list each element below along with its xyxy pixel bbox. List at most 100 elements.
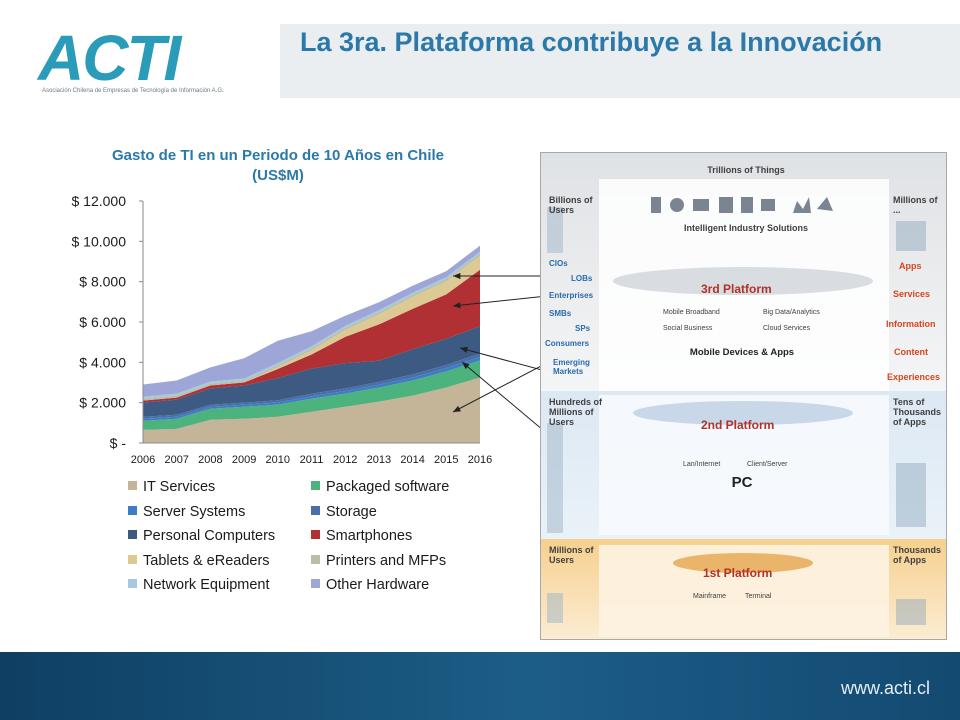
arrowhead: [460, 346, 468, 353]
second-platform-badge: 2nd Platform: [701, 418, 775, 432]
legend-label: Smartphones: [326, 528, 413, 544]
apps-icon: [896, 463, 926, 527]
users-icon: [547, 207, 563, 253]
legend-item: Tablets & eReaders: [128, 552, 270, 570]
x-tick-label: 2013: [367, 454, 391, 466]
legend-item: Personal Computers: [128, 527, 275, 545]
x-tick-label: 2011: [300, 454, 324, 466]
left-item-4: SPs: [575, 324, 591, 333]
first-item-1: Terminal: [745, 593, 772, 600]
x-tick-label: 2009: [232, 454, 256, 466]
arrowhead: [453, 405, 461, 412]
third-platform-badge: 3rd Platform: [701, 282, 772, 296]
footer-url[interactable]: www.acti.cl: [840, 678, 930, 698]
legend-label: IT Services: [143, 479, 216, 495]
third-item-1: Big Data/Analytics: [763, 309, 820, 316]
y-tick-label: $ -: [110, 435, 127, 451]
legend-swatch: [311, 579, 320, 588]
apps-icon: [896, 221, 926, 251]
legend-label: Network Equipment: [143, 577, 270, 593]
legend-swatch: [311, 505, 320, 515]
users-icon: [547, 593, 563, 623]
legend-item: Server Systems: [128, 503, 245, 521]
legend-swatch: [128, 554, 137, 564]
platform-background: [541, 153, 946, 639]
left-item-3: SMBs: [549, 309, 572, 318]
second-item-0: Lan/Internet: [683, 461, 721, 468]
left-item-0: CIOs: [549, 259, 568, 268]
industry-icons: [651, 197, 833, 213]
legend-label: Tablets & eReaders: [143, 552, 270, 569]
third-caption: Mobile Devices & Apps: [689, 347, 795, 358]
arrowhead: [453, 302, 461, 309]
legend-swatch: [311, 481, 320, 490]
second-caption: PC: [731, 474, 753, 491]
logo-wordmark: ACTI: [38, 22, 181, 94]
thousands-label: Thousands of Apps: [893, 545, 942, 565]
second-item-1: Client/Server: [747, 461, 788, 468]
legend-swatch: [128, 505, 137, 515]
right-item-2: Information: [886, 319, 936, 329]
x-tick-label: 2008: [198, 454, 222, 466]
apps-icon: [896, 599, 926, 625]
x-tick-label: 2015: [434, 454, 458, 466]
area-series-1: [143, 360, 480, 430]
left-item-2: Enterprises: [549, 291, 594, 300]
right-item-3: Content: [894, 347, 928, 357]
legend-label: Server Systems: [143, 503, 246, 520]
third-item-3: Cloud Services: [763, 325, 811, 332]
x-tick-label: 2006: [131, 454, 155, 466]
x-tick-label: 2010: [266, 454, 290, 466]
y-tick-label: $ 12.000: [72, 193, 127, 209]
first-item-0: Mainframe: [693, 593, 727, 600]
chart-title: Gasto de TI en un Periodo de 10 Años en …: [112, 147, 444, 184]
title-band: La 3ra. Plataforma contribuye a la Innov…: [280, 24, 960, 98]
legend-swatch: [128, 530, 137, 539]
logo-subtitle: Asociación Chilena de Empresas de Tecnol…: [42, 88, 224, 94]
billions-label: Billions of Users: [549, 195, 593, 215]
hundreds-label: Hundreds of Millions of Users: [549, 397, 602, 427]
legend-item: Packaged software: [311, 478, 449, 496]
legend-item: Storage: [311, 503, 377, 521]
first-platform-badge: 1st Platform: [703, 566, 773, 580]
slide-title: La 3ra. Plataforma contribuye a la Innov…: [300, 27, 883, 57]
right-item-0: Apps: [899, 261, 922, 271]
y-tick-label: $ 4.000: [79, 354, 126, 370]
legend-label: Other Hardware: [326, 577, 430, 593]
y-tick-label: $ 8.000: [79, 274, 126, 290]
trillions-label: Trillions of Things: [707, 165, 785, 175]
left-item-5: Consumers: [545, 339, 590, 348]
left-item-6: Emerging Markets: [553, 358, 590, 376]
right-item-1: Services: [893, 289, 931, 299]
legend-item: Network Equipment: [128, 576, 270, 594]
footer-band: www.acti.cl: [0, 652, 960, 720]
legend-item: Other Hardware: [311, 576, 429, 594]
intelligent-label: Intelligent Industry Solutions: [683, 223, 808, 233]
platform-diagram: Trillions of Things Billions of Users Mi…: [540, 152, 947, 640]
y-tick-label: $ 10.000: [72, 233, 127, 249]
acti-logo: ACTI Asociación Chilena de Empresas de T…: [28, 22, 268, 100]
area-series-5: [143, 269, 480, 403]
legend-item: Printers and MFPs: [311, 552, 446, 570]
left-item-1: LOBs: [571, 274, 593, 283]
y-tick-label: $ 2.000: [79, 395, 126, 411]
area-series-0: [143, 377, 480, 443]
right-item-4: Experiences: [887, 372, 941, 382]
y-tick-label: $ 6.000: [79, 314, 126, 330]
x-tick-label: 2016: [468, 454, 492, 466]
area-series-4: [143, 326, 480, 417]
legend-swatch: [311, 530, 320, 539]
x-tick-label: 2007: [164, 454, 188, 466]
third-item-0: Mobile Broadband: [663, 309, 720, 316]
millions-apps-label: Millions of ...: [893, 195, 938, 215]
legend-label: Printers and MFPs: [326, 552, 447, 569]
area-series-9: [143, 245, 480, 397]
legend-item: Smartphones: [311, 527, 412, 545]
legend-item: IT Services: [128, 478, 215, 496]
millions-users-label: Millions of Users: [549, 545, 594, 565]
x-tick-label: 2014: [400, 454, 424, 466]
third-item-2: Social Business: [663, 325, 713, 332]
arrowhead: [462, 362, 470, 370]
tens-label: Tens of Thousands of Apps: [893, 397, 942, 427]
